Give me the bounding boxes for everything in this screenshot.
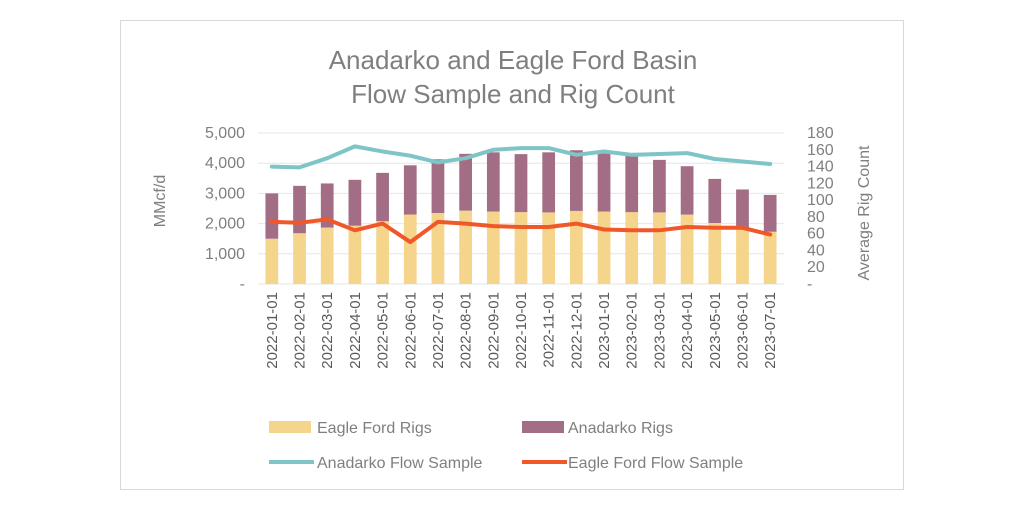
x-tick-label: 2022-09-01 — [485, 292, 502, 369]
chart-title-line-2: Flow Sample and Rig Count — [351, 79, 675, 109]
lines-group — [269, 144, 773, 245]
x-tick-label: 2023-01-01 — [596, 292, 613, 369]
x-tick-label: 2022-07-01 — [430, 292, 447, 369]
y2-tick-label: 180 — [807, 125, 834, 142]
bar-eagle-ford-rigs — [597, 211, 611, 284]
bar-eagle-ford-rigs — [763, 231, 777, 284]
x-tick-label: 2022-06-01 — [402, 292, 419, 369]
bar-anadarko-rigs — [625, 155, 639, 213]
bar-eagle-ford-rigs — [514, 212, 528, 284]
y-tick-label: 2,000 — [205, 216, 245, 233]
bar-eagle-ford-rigs — [293, 233, 306, 284]
bar-eagle-ford-rigs — [459, 210, 472, 284]
y2-tick-label: 140 — [807, 159, 834, 176]
bar-anadarko-rigs — [265, 193, 279, 239]
x-tick-label: 2022-03-01 — [319, 292, 336, 369]
y-tick-label: 1,000 — [205, 246, 245, 263]
x-tick-label: 2022-01-01 — [264, 292, 281, 369]
y-axis-ticks: - 1,000 2,000 3,000 4,000 5,000 — [205, 125, 245, 293]
bars-group — [265, 150, 777, 284]
bar-anadarko-rigs — [431, 159, 445, 214]
bar-anadarko-rigs — [736, 189, 749, 228]
y-tick-label: 4,000 — [205, 155, 245, 172]
bar-anadarko-rigs — [376, 172, 389, 222]
legend-label-anadarko-rigs: Anadarko Rigs — [568, 420, 673, 437]
y2-tick-label: 40 — [807, 242, 825, 259]
bar-anadarko-rigs — [570, 150, 583, 211]
y2-tick-label: 60 — [807, 226, 825, 243]
bar-eagle-ford-rigs — [376, 221, 389, 284]
bar-anadarko-rigs — [486, 152, 500, 212]
bar-anadarko-rigs — [597, 153, 611, 212]
y2-tick-label: - — [807, 276, 812, 293]
bar-eagle-ford-rigs — [431, 213, 445, 284]
x-tick-label: 2022-04-01 — [347, 292, 364, 369]
legend-label-anadarko-flow: Anadarko Flow Sample — [317, 455, 483, 472]
y-tick-label: - — [240, 276, 245, 293]
bar-eagle-ford-rigs — [348, 225, 362, 284]
chart-area: Anadarko and Eagle Ford Basin Flow Sampl… — [120, 20, 904, 490]
bar-eagle-ford-rigs — [265, 238, 279, 284]
x-tick-label: 2022-10-01 — [513, 292, 530, 369]
bar-eagle-ford-rigs — [625, 212, 639, 284]
x-tick-label: 2023-06-01 — [734, 292, 751, 369]
y-tick-label: 3,000 — [205, 185, 245, 202]
line-anadarko-flow-sample — [269, 144, 773, 170]
legend-label-eagle-ford-flow: Eagle Ford Flow Sample — [568, 455, 743, 472]
bar-eagle-ford-rigs — [403, 214, 417, 284]
bar-anadarko-rigs — [348, 179, 362, 226]
x-tick-label: 2022-08-01 — [458, 292, 475, 369]
bar-anadarko-rigs — [514, 154, 528, 213]
x-tick-label: 2022-05-01 — [375, 292, 392, 369]
legend-swatch-anadarko-rigs — [522, 421, 564, 433]
y-tick-label: 5,000 — [205, 125, 245, 142]
y2-tick-label: 80 — [807, 209, 825, 226]
bar-anadarko-rigs — [763, 194, 777, 232]
bar-anadarko-rigs — [293, 185, 306, 234]
bar-eagle-ford-rigs — [736, 227, 749, 284]
legend: Eagle Ford Rigs Anadarko Rigs Anadarko F… — [269, 420, 743, 472]
x-tick-label: 2023-05-01 — [707, 292, 724, 369]
x-tick-label: 2022-11-01 — [541, 292, 558, 368]
chart-title-line-1: Anadarko and Eagle Ford Basin — [329, 45, 698, 75]
bar-eagle-ford-rigs — [486, 211, 500, 284]
y2-axis-label: Average Rig Count — [856, 145, 873, 280]
bar-eagle-ford-rigs — [570, 210, 583, 284]
bar-anadarko-rigs — [403, 165, 417, 215]
bar-eagle-ford-rigs — [320, 227, 334, 284]
legend-label-eagle-ford-rigs: Eagle Ford Rigs — [317, 420, 432, 437]
legend-swatch-eagle-ford-rigs — [269, 421, 311, 433]
line-eagle-ford-flow-sample — [269, 217, 773, 245]
x-axis-ticks: 2022-01-01 2022-02-01 2022-03-01 2022-04-01… — [264, 292, 779, 369]
x-tick-label: 2023-04-01 — [679, 292, 696, 369]
x-tick-label: 2022-02-01 — [292, 292, 309, 369]
bar-eagle-ford-rigs — [708, 222, 722, 284]
y2-tick-label: 160 — [807, 142, 834, 159]
bar-eagle-ford-rigs — [542, 212, 556, 284]
bar-anadarko-rigs — [653, 159, 666, 213]
y2-tick-label: 120 — [807, 175, 834, 192]
bar-anadarko-rigs — [542, 152, 556, 213]
x-tick-label: 2023-03-01 — [651, 292, 668, 369]
bar-eagle-ford-rigs — [653, 212, 666, 284]
bar-eagle-ford-rigs — [680, 214, 694, 284]
chart-svg: Anadarko and Eagle Ford Basin Flow Sampl… — [152, 45, 873, 472]
x-tick-label: 2023-02-01 — [624, 292, 641, 369]
x-tick-label: 2022-12-01 — [568, 292, 585, 369]
bar-anadarko-rigs — [680, 166, 694, 215]
y2-tick-label: 20 — [807, 259, 825, 276]
bar-anadarko-rigs — [320, 183, 334, 228]
x-tick-label: 2023-07-01 — [762, 292, 779, 369]
y-axis-label: MMcf/d — [152, 175, 169, 227]
y2-tick-label: 100 — [807, 192, 834, 209]
bar-anadarko-rigs — [459, 153, 472, 211]
bar-anadarko-rigs — [708, 178, 722, 223]
